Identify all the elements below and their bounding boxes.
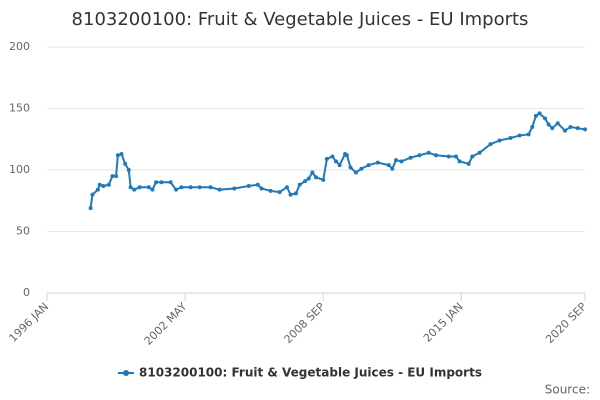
point: [330, 154, 335, 159]
point: [393, 158, 398, 163]
point: [530, 124, 535, 129]
point: [310, 170, 315, 175]
point: [137, 185, 142, 190]
point: [294, 191, 299, 196]
point: [517, 133, 522, 138]
point: [366, 163, 371, 168]
point: [246, 183, 251, 188]
point: [575, 126, 580, 131]
source: Source:: [545, 383, 590, 397]
x-tick-label: 2020 SEP: [543, 300, 589, 346]
point: [174, 187, 179, 192]
point: [114, 174, 119, 179]
point: [306, 176, 311, 181]
point: [508, 136, 513, 141]
point: [348, 165, 353, 170]
point: [159, 180, 164, 185]
y-tick-label: 0: [23, 286, 30, 299]
point: [88, 206, 93, 211]
point: [386, 163, 391, 168]
point: [555, 121, 560, 126]
point: [146, 185, 151, 190]
point: [119, 152, 124, 157]
point: [433, 153, 438, 158]
point: [583, 127, 587, 132]
point: [533, 113, 538, 118]
point: [101, 183, 106, 188]
point: [110, 174, 115, 179]
point: [197, 185, 202, 190]
point: [390, 166, 395, 171]
point: [550, 126, 555, 131]
point: [179, 185, 184, 190]
point: [477, 150, 482, 155]
x-tick-label: 2008 SEP: [282, 300, 328, 346]
point: [188, 185, 193, 190]
point: [408, 155, 413, 160]
point: [297, 182, 302, 187]
point: [543, 116, 548, 121]
point: [255, 182, 260, 187]
point: [150, 187, 155, 192]
point: [126, 168, 131, 172]
x-tick-label: 2015 JAN: [421, 300, 466, 345]
point: [90, 192, 95, 197]
point: [259, 186, 264, 191]
legend-marker: [123, 370, 129, 376]
point: [426, 150, 431, 155]
point: [417, 153, 422, 158]
y-tick-label: 100: [9, 163, 30, 176]
point: [470, 154, 475, 159]
point: [268, 188, 273, 193]
point: [353, 170, 358, 175]
chart-title: 8103200100: Fruit & Vegetable Juices - E…: [72, 9, 529, 30]
point: [324, 156, 329, 161]
legend-label: 8103200100: Fruit & Vegetable Juices - E…: [139, 366, 482, 380]
point: [115, 153, 120, 158]
point: [168, 180, 173, 185]
point: [284, 185, 289, 190]
point: [232, 186, 237, 191]
y-tick-label: 50: [16, 225, 30, 238]
y-tick-label: 200: [9, 40, 30, 53]
point: [466, 161, 471, 166]
point: [488, 142, 493, 147]
point: [337, 163, 342, 168]
point: [132, 187, 137, 192]
point: [399, 159, 404, 164]
y-tick-label: 150: [9, 102, 30, 115]
point: [95, 187, 100, 192]
point: [375, 160, 380, 165]
point: [154, 180, 159, 185]
point: [97, 182, 102, 187]
point: [288, 192, 293, 197]
point: [344, 153, 349, 158]
x-tick-label: 2002 MAY: [142, 300, 190, 348]
point: [321, 177, 326, 182]
point: [446, 154, 451, 159]
point: [563, 128, 568, 133]
point: [128, 185, 133, 190]
point: [208, 185, 213, 190]
point: [526, 132, 531, 137]
point: [277, 190, 282, 195]
point: [106, 182, 111, 187]
point: [457, 159, 462, 164]
point: [303, 179, 308, 184]
point: [568, 124, 573, 129]
series-line: [89, 112, 586, 209]
point: [217, 187, 222, 192]
point: [314, 175, 318, 180]
point: [546, 122, 551, 127]
point: [359, 166, 364, 171]
point: [123, 161, 128, 166]
point: [537, 111, 542, 116]
point: [497, 138, 502, 143]
point: [453, 154, 458, 159]
x-tick-label: 1996 JAN: [6, 300, 51, 345]
point: [333, 159, 338, 164]
